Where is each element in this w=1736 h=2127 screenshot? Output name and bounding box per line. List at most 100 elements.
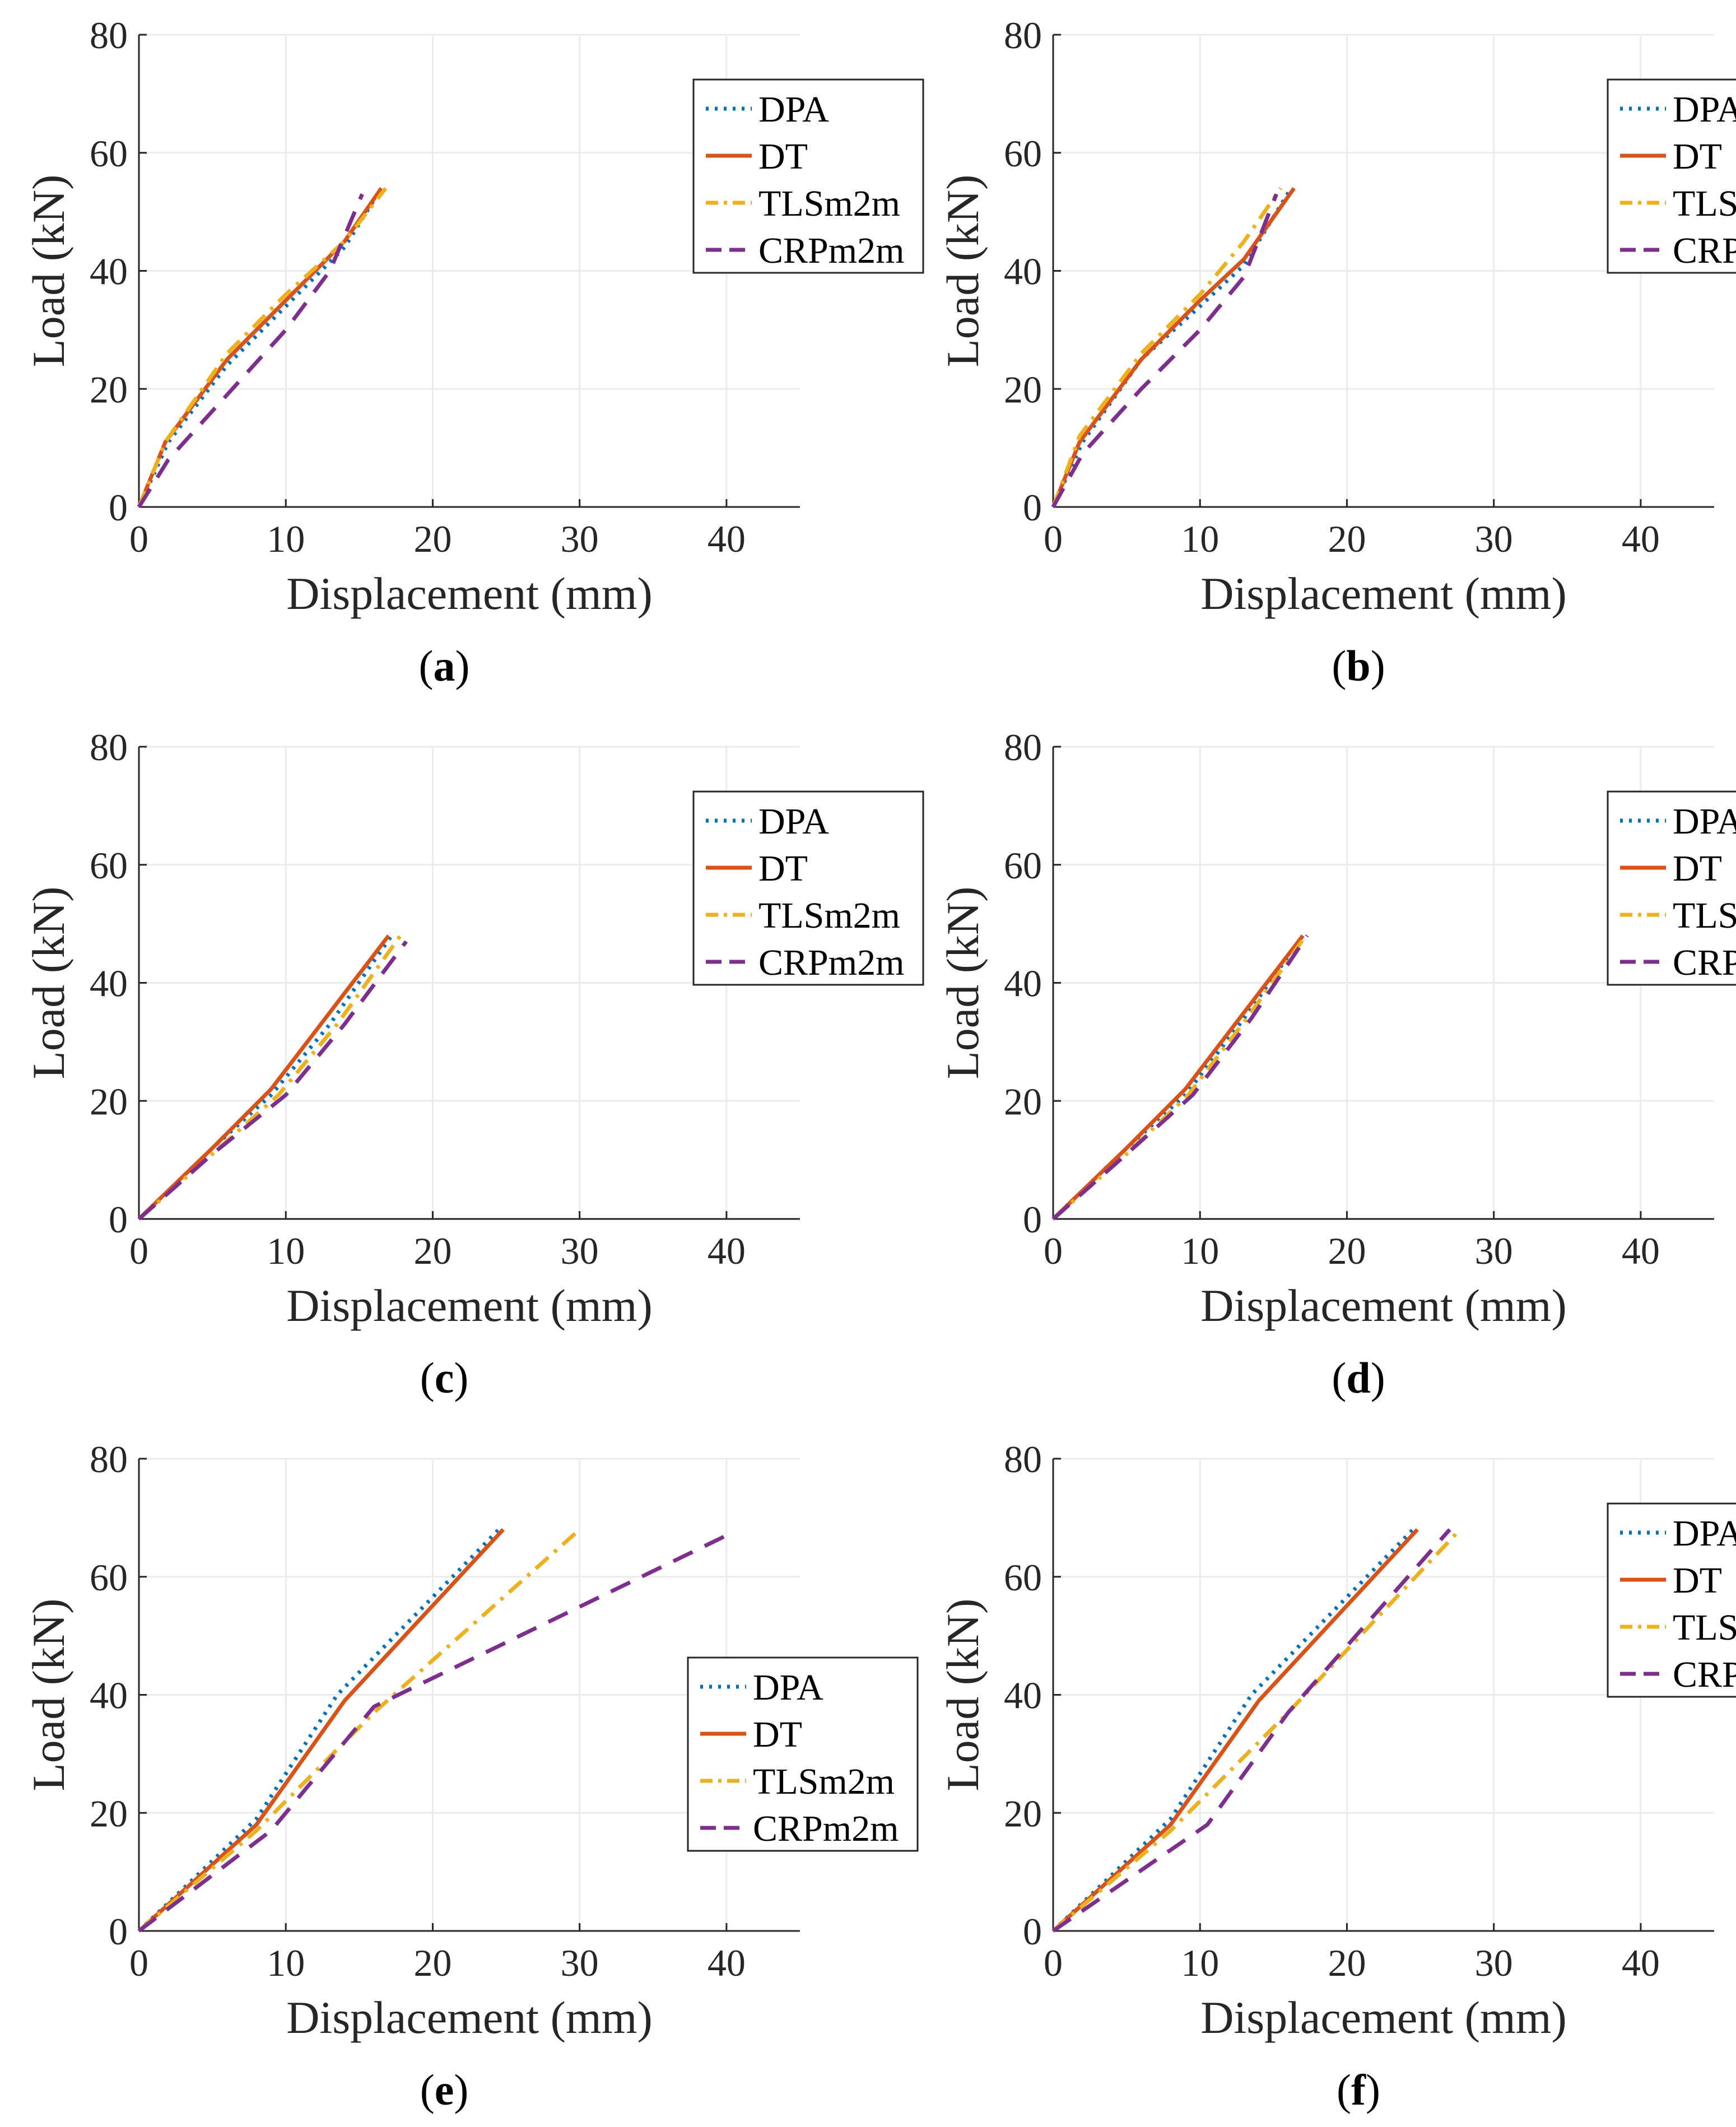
caption-letter: c — [435, 1353, 454, 1402]
caption-open-paren: ( — [1332, 641, 1346, 690]
y-tick-label: 80 — [1004, 14, 1042, 57]
series-line-crpm2m — [137, 1533, 728, 1933]
legend-label-crpm2m: CRPm2m — [758, 942, 904, 983]
x-axis-label: Displacement (mm) — [1200, 1280, 1567, 1331]
x-axis-label: Displacement (mm) — [1200, 568, 1567, 619]
x-tick-label: 0 — [129, 1942, 148, 1984]
series-line-dpa — [137, 934, 393, 1221]
x-tick-label: 40 — [1622, 1230, 1660, 1272]
y-tick-label: 20 — [1004, 1792, 1042, 1835]
y-tick-label: 40 — [90, 250, 128, 293]
caption-close-paren: ) — [454, 1353, 468, 1402]
legend-label-tlsm: TLSm — [1673, 895, 1736, 936]
panel-caption: (c) — [420, 1353, 469, 1402]
x-tick-label: 30 — [561, 518, 599, 560]
caption-close-paren: ) — [455, 641, 470, 690]
chart-panel-e: 0 10 20 30 40 0 20 40 60 80 Displacement (mm) Load … — [23, 1438, 919, 2114]
caption-open-paren: ( — [1332, 1353, 1346, 1402]
panel-caption: (a) — [419, 641, 470, 690]
legend-box — [1607, 1502, 1736, 1698]
y-tick-label: 40 — [1004, 1674, 1042, 1717]
legend: DPA DT TLSm CRPm — [1607, 78, 1736, 274]
y-tick-label: 80 — [90, 14, 128, 57]
panel-caption: (f) — [1337, 2065, 1380, 2114]
legend-label-dt: DT — [1673, 136, 1722, 177]
y-tick-label: 60 — [1004, 132, 1042, 175]
y-tick-label: 40 — [90, 962, 128, 1005]
legend-box — [692, 78, 924, 274]
legend-label-crpm: CRPm — [1673, 1654, 1736, 1695]
x-tick-label: 30 — [561, 1230, 599, 1272]
legend-box — [692, 790, 924, 986]
y-tick-label: 20 — [90, 1080, 128, 1123]
legend: DPA DT TLSm2m CRPm2m — [687, 1656, 919, 1852]
y-tick-label: 60 — [1004, 1556, 1042, 1599]
chart-panel-a: 0 10 20 30 40 0 20 40 60 80 Displacement (mm) Load … — [23, 14, 924, 690]
legend-label-dt: DT — [753, 1714, 802, 1755]
legend-label-dpa: DPA — [758, 89, 829, 130]
caption-close-paren: ) — [1366, 2065, 1380, 2114]
series-line-tlsm — [1051, 187, 1283, 508]
caption-letter: a — [434, 641, 455, 690]
y-axis-label: Load (kN) — [937, 175, 988, 367]
legend-box — [1607, 78, 1736, 274]
y-tick-label: 0 — [109, 486, 128, 529]
y-tick-label: 0 — [109, 1198, 128, 1241]
x-tick-label: 40 — [1622, 1942, 1660, 1984]
y-axis-label: Load (kN) — [937, 1599, 988, 1791]
x-tick-label: 20 — [413, 1230, 452, 1272]
x-tick-label: 30 — [1475, 518, 1513, 560]
series-line-crpm2m — [137, 940, 408, 1221]
x-axis-label: Displacement (mm) — [286, 1280, 653, 1331]
panel-caption: (e) — [420, 2065, 469, 2114]
caption-open-paren: ( — [420, 2065, 435, 2114]
y-tick-label: 20 — [1004, 1080, 1042, 1123]
y-tick-label: 40 — [1004, 250, 1042, 293]
panel-caption: (d) — [1332, 1353, 1385, 1402]
legend-label-dt: DT — [758, 136, 808, 177]
legend-label-dpa: DPA — [753, 1667, 823, 1708]
x-axis-label: Displacement (mm) — [1200, 1992, 1567, 2043]
x-tick-label: 0 — [129, 1230, 148, 1272]
legend-label-crpm: CRPm — [1673, 230, 1736, 271]
x-tick-label: 40 — [708, 518, 746, 560]
series-line-dpa — [1051, 1528, 1414, 1933]
x-tick-label: 40 — [1622, 518, 1660, 560]
caption-open-paren: ( — [419, 641, 434, 690]
legend: DPA DT TLSm CRPm — [1607, 1502, 1736, 1698]
y-tick-label: 80 — [1004, 1438, 1042, 1481]
y-tick-label: 20 — [90, 1792, 128, 1835]
caption-close-paren: ) — [1371, 641, 1385, 690]
legend-label-crpm: CRPm — [1673, 942, 1736, 983]
x-tick-label: 20 — [1328, 1230, 1366, 1272]
caption-letter: e — [435, 2065, 454, 2114]
series-line-tlsm2m — [137, 1528, 581, 1933]
y-tick-label: 0 — [1023, 1198, 1042, 1241]
chart-panel-c: 0 10 20 30 40 0 20 40 60 80 Displacement (mm) Load … — [23, 726, 924, 1402]
legend-label-dpa: DPA — [1673, 1513, 1736, 1554]
x-axis-label: Displacement (mm) — [286, 1992, 653, 2043]
legend-label-tlsm: TLSm — [1673, 183, 1736, 224]
x-tick-label: 0 — [1044, 1942, 1063, 1984]
x-tick-label: 30 — [561, 1942, 599, 1984]
legend-label-crpm2m: CRPm2m — [758, 230, 904, 271]
legend: DPA DT TLSm2m CRPm2m — [692, 790, 924, 986]
legend: DPA DT TLSm2m CRPm2m — [692, 78, 924, 274]
x-tick-label: 40 — [708, 1230, 746, 1272]
x-tick-label: 20 — [1328, 1942, 1366, 1984]
caption-letter: d — [1346, 1353, 1370, 1402]
y-tick-label: 80 — [90, 726, 128, 769]
y-tick-label: 0 — [1023, 1910, 1042, 1953]
legend: DPA DT TLSm CRPm — [1607, 790, 1736, 986]
series-line-dpa — [137, 1528, 500, 1933]
y-tick-label: 80 — [90, 1438, 128, 1481]
series-line-tlsm2m — [137, 187, 388, 508]
series-line-crpm2m — [137, 193, 364, 508]
legend-label-tlsm: TLSm — [1673, 1607, 1736, 1648]
legend-label-dpa: DPA — [1673, 801, 1736, 842]
y-axis-label: Load (kN) — [23, 1599, 74, 1791]
x-tick-label: 10 — [267, 1230, 305, 1272]
legend-label-dt: DT — [758, 848, 808, 889]
caption-open-paren: ( — [420, 1353, 435, 1402]
